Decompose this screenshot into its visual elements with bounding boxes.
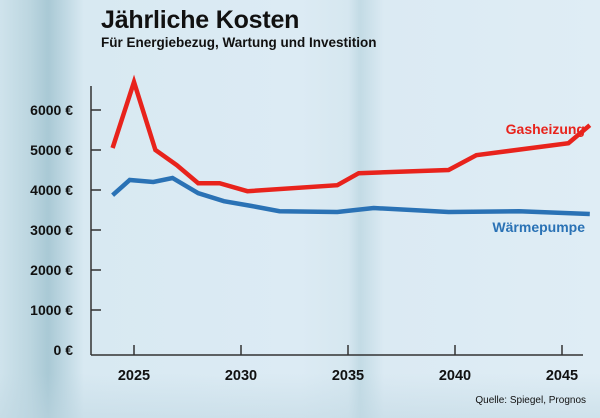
y-axis-ticks: 0 € 1000 € 2000 € 3000 € 4000 € 5000 € 6000 € — [30, 102, 101, 358]
series-label-gasheizung: Gasheizung — [506, 121, 585, 137]
background-shade — [0, 373, 600, 418]
series-line-waermepumpe — [111, 175, 590, 217]
y-tick-label: 4000 € — [30, 182, 73, 198]
x-tick-label: 2025 — [118, 368, 150, 384]
x-tick-label: 2040 — [439, 368, 471, 384]
x-tick-label: 2030 — [225, 368, 257, 384]
y-tick-label: 2000 € — [30, 262, 73, 278]
series-lines — [110, 74, 592, 217]
x-tick-label: 2035 — [332, 368, 364, 384]
y-tick-label: 0 € — [54, 342, 74, 358]
y-tick-label: 3000 € — [30, 222, 73, 238]
chart-subtitle: Für Energiebezug, Wartung und Investitio… — [101, 35, 377, 50]
series-labels: Gasheizung Wärmepumpe — [492, 121, 585, 235]
y-tick-label: 6000 € — [30, 102, 73, 118]
source-note: Quelle: Spiegel, Prognos — [475, 395, 586, 406]
chart-title: Jährliche Kosten — [101, 6, 300, 34]
x-tick-label: 2045 — [546, 368, 578, 384]
x-axis-ticks: 2025 2030 2035 2040 2045 — [118, 345, 578, 384]
series-label-waermepumpe: Wärmepumpe — [492, 219, 585, 235]
y-tick-label: 1000 € — [30, 302, 73, 318]
y-tick-label: 5000 € — [30, 142, 73, 158]
